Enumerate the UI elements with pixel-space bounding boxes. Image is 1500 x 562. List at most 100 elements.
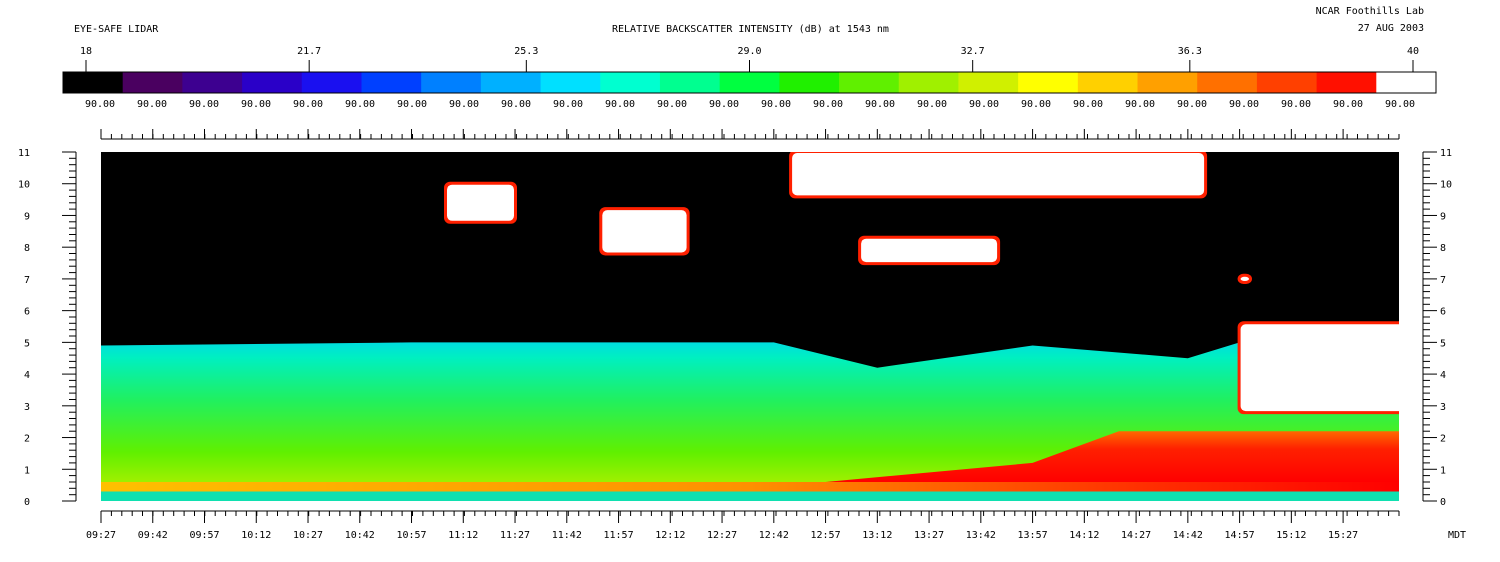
y-tick-label: 7 [24, 275, 30, 286]
y-tick-label: 6 [24, 307, 30, 318]
y-tick-label-right: 8 [1440, 243, 1446, 254]
colorbar-segment [839, 72, 900, 93]
y-tick-label-right: 7 [1440, 275, 1446, 286]
colorbar-segment-label: 90.00 [709, 99, 739, 110]
y-tick-label: 5 [24, 338, 30, 349]
colorbar-segment [540, 72, 601, 93]
cloud-layer [444, 181, 517, 224]
colorbar: 18 21.7 25.3 29.0 32.7 36.3 40 90.00 90.00 90.00… [62, 46, 1437, 110]
y-tick-label: 2 [24, 434, 30, 445]
x-tick-label: 11:27 [500, 530, 530, 541]
y-tick-label: 9 [24, 211, 30, 222]
cloud-layer [789, 152, 1208, 199]
colorbar-segment [1137, 72, 1198, 93]
ground-layer [101, 491, 1399, 501]
cloud-core [447, 184, 514, 221]
cloud-core [1240, 324, 1399, 412]
cloud-layer [1237, 273, 1252, 284]
y-tick-label-right: 6 [1440, 307, 1446, 318]
colorbar-tick-label: 21.7 [297, 46, 321, 57]
colorbar-segment [958, 72, 1019, 93]
x-tick-label: 11:57 [603, 530, 633, 541]
cloud-core [861, 238, 998, 263]
colorbar-segment-label: 90.00 [345, 99, 375, 110]
cloud-layer [858, 235, 1001, 266]
colorbar-segment-label: 90.00 [1385, 99, 1415, 110]
colorbar-segment-label: 90.00 [969, 99, 999, 110]
x-tick-label: 13:27 [914, 530, 944, 541]
x-tick-label: 13:12 [862, 530, 892, 541]
colorbar-tick-label: 36.3 [1178, 46, 1202, 57]
colorbar-segment-label: 90.00 [1229, 99, 1259, 110]
x-tick-label: 12:57 [811, 530, 841, 541]
y-tick-label: 4 [24, 370, 30, 381]
colorbar-segment-label: 90.00 [813, 99, 843, 110]
colorbar-segment-label: 90.00 [397, 99, 427, 110]
y-tick-label: 1 [24, 465, 30, 476]
chart-title: RELATIVE BACKSCATTER INTENSITY (dB) at 1… [612, 24, 889, 35]
colorbar-segment [1077, 72, 1139, 93]
date-label: 27 AUG 2003 [1357, 23, 1424, 34]
colorbar-segment [1316, 72, 1377, 93]
x-tick-label: 12:42 [759, 530, 789, 541]
colorbar-segment-label: 90.00 [85, 99, 115, 110]
colorbar-segment [659, 72, 721, 93]
x-tick-label: 11:12 [448, 530, 478, 541]
cloud-layer [1237, 321, 1399, 415]
colorbar-segment-label: 90.00 [917, 99, 947, 110]
colorbar-tick-label: 18 [80, 46, 92, 57]
colorbar-tick-label: 29.0 [737, 46, 761, 57]
x-tick-label: 15:27 [1328, 530, 1358, 541]
y-tick-label-right: 10 [1440, 180, 1452, 191]
colorbar-segment-label: 90.00 [605, 99, 635, 110]
cloud-core [1240, 276, 1249, 281]
y-tick-label: 3 [24, 402, 30, 413]
y-tick-label-right: 0 [1440, 497, 1446, 508]
y-tick-label-right: 2 [1440, 434, 1446, 445]
plot-area [101, 152, 1399, 501]
colorbar-segment [1256, 72, 1318, 93]
x-tick-label: 14:12 [1069, 530, 1099, 541]
colorbar-segment [361, 72, 422, 93]
colorbar-tick-label: 25.3 [514, 46, 538, 57]
colorbar-tick-label: 32.7 [961, 46, 985, 57]
colorbar-segment [1197, 72, 1258, 93]
y-tick-label-right: 11 [1440, 148, 1452, 159]
colorbar-segment-label: 90.00 [761, 99, 791, 110]
surface-high-backscatter [101, 482, 1399, 492]
colorbar-segment-label: 90.00 [449, 99, 479, 110]
colorbar-segment [63, 72, 124, 93]
colorbar-segment-label: 90.00 [1073, 99, 1103, 110]
x-tick-label: 14:27 [1121, 530, 1151, 541]
colorbar-segment-label: 90.00 [1177, 99, 1207, 110]
x-tick-label: 09:42 [138, 530, 168, 541]
colorbar-segment [719, 72, 780, 93]
x-tick-label: 11:42 [552, 530, 582, 541]
y-tick-label-right: 3 [1440, 402, 1446, 413]
afternoon-high-backscatter [825, 431, 1399, 482]
y-tick-label-right: 4 [1440, 370, 1446, 381]
lab-label: NCAR Foothills Lab [1315, 6, 1424, 17]
colorbar-segment [1376, 72, 1437, 93]
colorbar-segment-label: 90.00 [865, 99, 895, 110]
instrument-label: EYE-SAFE LIDAR [74, 24, 159, 35]
colorbar-tick-label: 40 [1407, 46, 1419, 57]
x-tick-label: 10:57 [396, 530, 426, 541]
colorbar-segment [898, 72, 960, 93]
colorbar-segment [779, 72, 840, 93]
colorbar-segment [600, 72, 661, 93]
colorbar-segment [182, 72, 243, 93]
x-tick-label: 14:57 [1225, 530, 1255, 541]
y-tick-label-right: 9 [1440, 211, 1446, 222]
cloud-core [602, 210, 687, 253]
x-axis-label: MDT [1448, 530, 1466, 541]
colorbar-segment [1018, 72, 1079, 93]
colorbar-segment [301, 72, 363, 93]
x-tick-label: 14:42 [1173, 530, 1203, 541]
y-tick-label: 0 [24, 497, 30, 508]
x-tick-label: 09:57 [189, 530, 219, 541]
y-tick-label: 10 [18, 180, 30, 191]
x-tick-label: 12:12 [655, 530, 685, 541]
x-tick-label: 15:12 [1276, 530, 1306, 541]
